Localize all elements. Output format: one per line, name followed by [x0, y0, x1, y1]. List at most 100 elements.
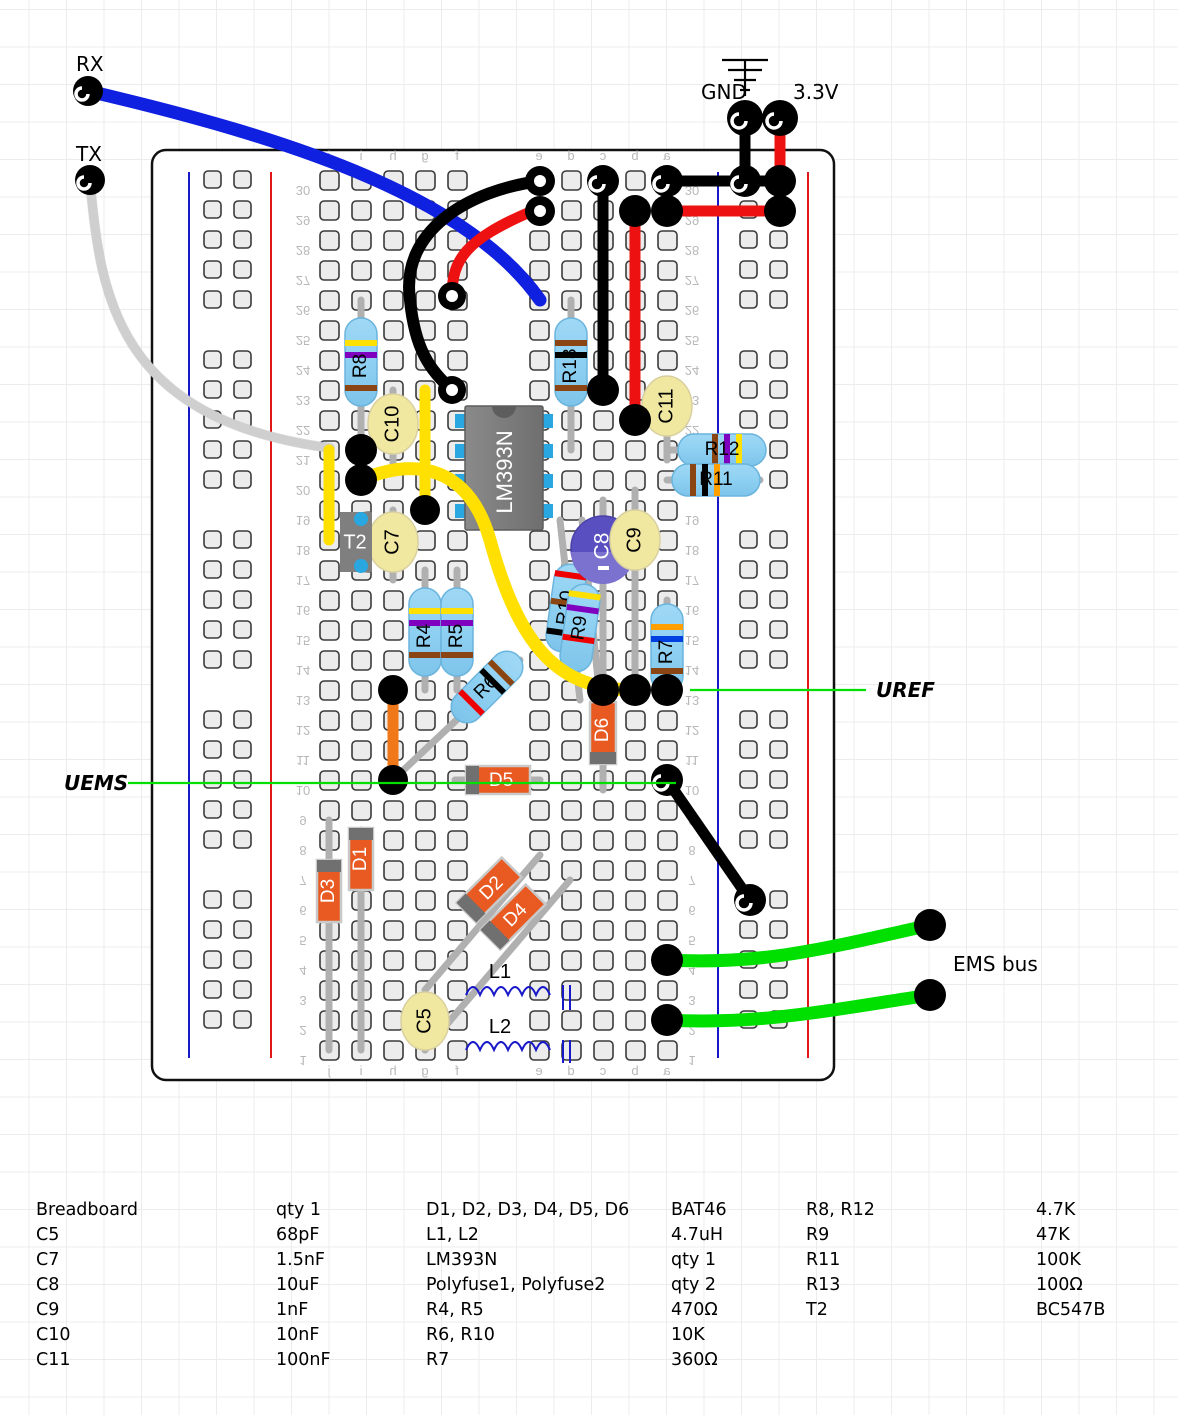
table-row: Breadboard qty 1 D1, D2, D3, D4, D5, D6 …: [0, 1200, 1176, 1225]
column-label: b: [631, 1063, 638, 1078]
capacitor-label: C5: [413, 1008, 435, 1034]
row-label: 26: [685, 303, 699, 318]
wire-green-ems-1: [660, 918, 937, 968]
table-row: C5 68pF L1, L2 4.7uH R9 47K: [0, 1225, 1176, 1250]
diode-label: D1: [350, 847, 371, 871]
column-label: a: [663, 148, 671, 163]
row-label: 12: [685, 723, 699, 738]
terminal-label-33v: 3.3V: [793, 80, 839, 104]
bom-value: 360Ω: [671, 1350, 718, 1370]
bom-part: R4, R5: [426, 1300, 484, 1320]
row-label: 2: [688, 1023, 695, 1038]
resistor-r11: R11: [671, 463, 761, 497]
inductors: L1 L2: [465, 961, 571, 1063]
inductor-label: L1: [489, 961, 511, 983]
wire-tx-white-outline: [85, 175, 335, 453]
column-label: h: [389, 1063, 396, 1078]
row-label: 25: [685, 333, 699, 348]
inductor-l1-coil: [465, 986, 551, 998]
resistor-label: R4: [414, 623, 435, 648]
row-label: 24: [296, 363, 310, 378]
capacitor-c7: C7: [367, 511, 419, 573]
resistor-label: R7: [656, 640, 677, 664]
node-highlight: [652, 774, 670, 792]
resistor-r5: R5: [440, 587, 474, 677]
wire-black-curve-1: [403, 175, 546, 396]
diode-d3: D3: [315, 858, 343, 924]
bom-part: R11: [806, 1250, 841, 1270]
wire-node: [378, 765, 408, 795]
capacitor-label: C10: [381, 406, 403, 443]
wires: [81, 84, 937, 1028]
bill-of-materials: Breadboard qty 1 D1, D2, D3, D4, D5, D6 …: [0, 1200, 1178, 1375]
resistor-label: R5: [446, 624, 467, 648]
row-label: 17: [296, 573, 310, 588]
bom-part: T2: [806, 1300, 828, 1320]
row-label: 29: [296, 213, 310, 228]
bom-part: R8, R12: [806, 1200, 875, 1220]
ic-label: LM393N: [492, 430, 517, 513]
bom-part: [806, 1325, 1036, 1350]
table-row: C9 1nF R4, R5 470Ω T2 BC547B: [0, 1300, 1176, 1325]
row-label: 27: [685, 273, 699, 288]
capacitor-label: C8: [591, 533, 614, 560]
capacitor-label: C7: [381, 529, 403, 555]
row-label: 1: [688, 1053, 695, 1068]
row-label: 11: [685, 753, 699, 768]
node-highlight: [534, 205, 546, 217]
column-label: c: [599, 1063, 606, 1078]
row-label: 10: [685, 783, 699, 798]
bom-part: Breadboard: [36, 1200, 138, 1220]
capacitor-c5: C5: [400, 991, 450, 1051]
resistor-r6: R6: [450, 650, 524, 724]
node-highlight: [74, 86, 90, 102]
row-label: 2: [299, 1023, 306, 1038]
resistors: R8 R13 R12: [344, 317, 767, 724]
row-label: 28: [296, 243, 310, 258]
net-lines: [128, 688, 866, 785]
capacitor-c11: C11: [641, 375, 693, 437]
bom-table: Breadboard qty 1 D1, D2, D3, D4, D5, D6 …: [0, 1200, 1176, 1375]
bom-value: 1.5nF: [276, 1250, 325, 1270]
node-highlight: [76, 175, 92, 191]
row-label: 16: [296, 603, 310, 618]
row-label: 28: [685, 243, 699, 258]
capacitor-c9: C9: [609, 509, 661, 571]
row-label: 24: [685, 363, 699, 378]
bom-part: C10: [36, 1325, 71, 1345]
column-label: a: [663, 1063, 671, 1078]
column-label: e: [535, 1063, 542, 1078]
transistor-t2: T2: [339, 511, 372, 573]
row-label: 13: [685, 693, 699, 708]
bom-part: [806, 1350, 1036, 1375]
row-label: 4: [299, 963, 306, 978]
bom-part: C11: [36, 1350, 71, 1370]
row-label: 1: [299, 1053, 306, 1068]
node-highlight: [446, 384, 458, 396]
column-label: c: [599, 148, 606, 163]
row-label: 10: [296, 783, 310, 798]
node-highlight: [534, 175, 546, 187]
bom-value: [1036, 1325, 1176, 1350]
bom-part: Polyfuse1, Polyfuse2: [426, 1275, 606, 1295]
resistor-label: R8: [350, 354, 371, 378]
row-label: 18: [296, 543, 310, 558]
bom-value: 10K: [671, 1325, 705, 1345]
left-rail-holes: [203, 170, 252, 1029]
column-label: b: [631, 148, 638, 163]
table-row: C7 1.5nF LM393N qty 1 R11 100K: [0, 1250, 1176, 1275]
wire-node: [587, 674, 619, 706]
node-highlight: [730, 175, 748, 193]
column-label: i: [359, 1063, 362, 1078]
inductor-l2-coil: [465, 1041, 551, 1053]
diode-label: D3: [318, 879, 339, 903]
row-label: 19: [296, 513, 310, 528]
column-label: f: [455, 1063, 459, 1078]
bom-value: 100nF: [276, 1350, 331, 1370]
bom-value: [1036, 1350, 1176, 1375]
inductor-label: L2: [489, 1016, 511, 1038]
row-label: 30: [685, 183, 699, 198]
wire-node: [619, 195, 651, 227]
